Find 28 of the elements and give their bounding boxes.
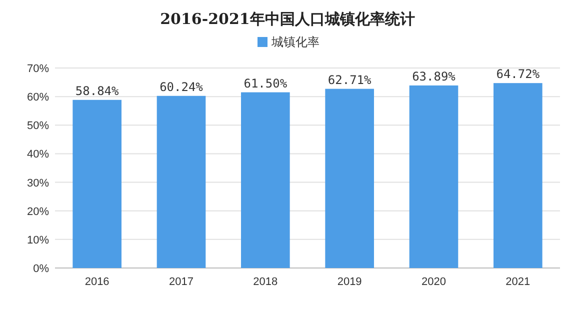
bar bbox=[156, 96, 206, 268]
y-tick-label: 10% bbox=[26, 234, 50, 246]
text: 64.72% bbox=[496, 67, 540, 82]
x-tick-label: 2021 bbox=[506, 276, 530, 288]
y-tick-label: 60% bbox=[26, 92, 50, 104]
bar bbox=[325, 88, 374, 268]
chart-title: 2016-2021年中国人口城镇化率统计 bbox=[160, 10, 415, 28]
bar bbox=[241, 92, 290, 268]
bar bbox=[494, 83, 542, 268]
text: 63.89% bbox=[412, 69, 456, 84]
y-tick-label: 20% bbox=[26, 206, 50, 218]
text: 62.71% bbox=[328, 72, 372, 87]
x-tick-label: 2017 bbox=[169, 276, 194, 288]
x-tick-label: 2020 bbox=[422, 276, 446, 288]
legend-label: 城镇化率 bbox=[270, 35, 320, 49]
y-tick-label: 30% bbox=[26, 177, 50, 190]
y-tick-label: 0% bbox=[33, 263, 50, 275]
bar bbox=[409, 85, 458, 268]
x-tick-label: 2019 bbox=[337, 276, 362, 288]
y-tick-label: 40% bbox=[26, 148, 50, 161]
bar bbox=[72, 100, 122, 268]
x-tick-label: 2016 bbox=[84, 276, 110, 288]
text: 60.24% bbox=[160, 80, 203, 94]
text: 61.50% bbox=[244, 76, 288, 90]
x-tick-label: 2018 bbox=[253, 276, 278, 288]
y-tick-label: 50% bbox=[26, 120, 50, 132]
text: 58.84% bbox=[75, 84, 119, 98]
y-tick-label: 70% bbox=[26, 63, 50, 75]
